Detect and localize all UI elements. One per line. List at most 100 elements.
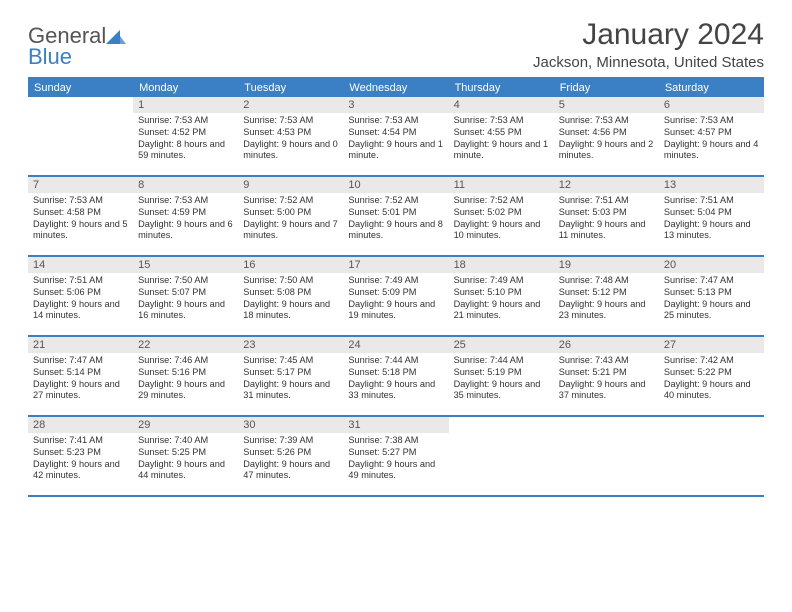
day-info: Sunrise: 7:52 AMSunset: 5:00 PMDaylight:… bbox=[238, 193, 343, 246]
sunrise-text: Sunrise: 7:53 AM bbox=[664, 115, 759, 127]
sunrise-text: Sunrise: 7:53 AM bbox=[243, 115, 338, 127]
day-info: Sunrise: 7:52 AMSunset: 5:02 PMDaylight:… bbox=[449, 193, 554, 246]
daylight-text: Daylight: 9 hours and 44 minutes. bbox=[138, 459, 233, 483]
sunrise-text: Sunrise: 7:51 AM bbox=[33, 275, 128, 287]
day-number: 31 bbox=[343, 417, 448, 433]
sunset-text: Sunset: 4:52 PM bbox=[138, 127, 233, 139]
daylight-text: Daylight: 9 hours and 5 minutes. bbox=[33, 219, 128, 243]
title-block: January 2024 Jackson, Minnesota, United … bbox=[533, 18, 764, 71]
day-info: Sunrise: 7:53 AMSunset: 4:58 PMDaylight:… bbox=[28, 193, 133, 246]
sunset-text: Sunset: 5:01 PM bbox=[348, 207, 443, 219]
sunset-text: Sunset: 5:12 PM bbox=[559, 287, 654, 299]
daylight-text: Daylight: 9 hours and 40 minutes. bbox=[664, 379, 759, 403]
dayhead-sun: Sunday bbox=[28, 79, 133, 97]
sunset-text: Sunset: 5:17 PM bbox=[243, 367, 338, 379]
sunrise-text: Sunrise: 7:53 AM bbox=[454, 115, 549, 127]
day-number bbox=[554, 417, 659, 419]
daylight-text: Daylight: 9 hours and 37 minutes. bbox=[559, 379, 654, 403]
day-cell: 14Sunrise: 7:51 AMSunset: 5:06 PMDayligh… bbox=[28, 257, 133, 335]
day-cell bbox=[659, 417, 764, 495]
header: General Blue January 2024 Jackson, Minne… bbox=[28, 18, 764, 71]
day-number: 17 bbox=[343, 257, 448, 273]
day-cell: 6Sunrise: 7:53 AMSunset: 4:57 PMDaylight… bbox=[659, 97, 764, 175]
sunset-text: Sunset: 5:14 PM bbox=[33, 367, 128, 379]
day-info: Sunrise: 7:49 AMSunset: 5:10 PMDaylight:… bbox=[449, 273, 554, 326]
day-info: Sunrise: 7:53 AMSunset: 4:59 PMDaylight:… bbox=[133, 193, 238, 246]
day-info: Sunrise: 7:53 AMSunset: 4:57 PMDaylight:… bbox=[659, 113, 764, 166]
day-info: Sunrise: 7:50 AMSunset: 5:08 PMDaylight:… bbox=[238, 273, 343, 326]
day-info: Sunrise: 7:49 AMSunset: 5:09 PMDaylight:… bbox=[343, 273, 448, 326]
sunrise-text: Sunrise: 7:45 AM bbox=[243, 355, 338, 367]
sunset-text: Sunset: 4:56 PM bbox=[559, 127, 654, 139]
day-info: Sunrise: 7:47 AMSunset: 5:13 PMDaylight:… bbox=[659, 273, 764, 326]
sunset-text: Sunset: 5:10 PM bbox=[454, 287, 549, 299]
day-cell: 2Sunrise: 7:53 AMSunset: 4:53 PMDaylight… bbox=[238, 97, 343, 175]
daylight-text: Daylight: 9 hours and 16 minutes. bbox=[138, 299, 233, 323]
day-cell: 4Sunrise: 7:53 AMSunset: 4:55 PMDaylight… bbox=[449, 97, 554, 175]
sunrise-text: Sunrise: 7:46 AM bbox=[138, 355, 233, 367]
sunrise-text: Sunrise: 7:48 AM bbox=[559, 275, 654, 287]
day-cell: 10Sunrise: 7:52 AMSunset: 5:01 PMDayligh… bbox=[343, 177, 448, 255]
sunrise-text: Sunrise: 7:52 AM bbox=[348, 195, 443, 207]
day-cell: 24Sunrise: 7:44 AMSunset: 5:18 PMDayligh… bbox=[343, 337, 448, 415]
daylight-text: Daylight: 9 hours and 23 minutes. bbox=[559, 299, 654, 323]
sunset-text: Sunset: 4:58 PM bbox=[33, 207, 128, 219]
day-cell: 25Sunrise: 7:44 AMSunset: 5:19 PMDayligh… bbox=[449, 337, 554, 415]
dayhead-wed: Wednesday bbox=[343, 79, 448, 97]
daylight-text: Daylight: 9 hours and 29 minutes. bbox=[138, 379, 233, 403]
day-number bbox=[28, 97, 133, 99]
day-cell: 7Sunrise: 7:53 AMSunset: 4:58 PMDaylight… bbox=[28, 177, 133, 255]
day-number: 10 bbox=[343, 177, 448, 193]
day-cell: 29Sunrise: 7:40 AMSunset: 5:25 PMDayligh… bbox=[133, 417, 238, 495]
sunrise-text: Sunrise: 7:52 AM bbox=[243, 195, 338, 207]
sunset-text: Sunset: 5:00 PM bbox=[243, 207, 338, 219]
day-info: Sunrise: 7:53 AMSunset: 4:52 PMDaylight:… bbox=[133, 113, 238, 166]
day-number: 11 bbox=[449, 177, 554, 193]
day-cell: 13Sunrise: 7:51 AMSunset: 5:04 PMDayligh… bbox=[659, 177, 764, 255]
dayhead-thu: Thursday bbox=[449, 79, 554, 97]
day-number: 5 bbox=[554, 97, 659, 113]
daylight-text: Daylight: 9 hours and 0 minutes. bbox=[243, 139, 338, 163]
sunrise-text: Sunrise: 7:53 AM bbox=[33, 195, 128, 207]
day-cell: 19Sunrise: 7:48 AMSunset: 5:12 PMDayligh… bbox=[554, 257, 659, 335]
sunset-text: Sunset: 5:03 PM bbox=[559, 207, 654, 219]
day-info: Sunrise: 7:53 AMSunset: 4:55 PMDaylight:… bbox=[449, 113, 554, 166]
day-cell: 28Sunrise: 7:41 AMSunset: 5:23 PMDayligh… bbox=[28, 417, 133, 495]
week-row: 28Sunrise: 7:41 AMSunset: 5:23 PMDayligh… bbox=[28, 417, 764, 497]
day-cell: 21Sunrise: 7:47 AMSunset: 5:14 PMDayligh… bbox=[28, 337, 133, 415]
day-cell bbox=[28, 97, 133, 175]
day-cell: 15Sunrise: 7:50 AMSunset: 5:07 PMDayligh… bbox=[133, 257, 238, 335]
month-title: January 2024 bbox=[533, 18, 764, 52]
day-cell: 26Sunrise: 7:43 AMSunset: 5:21 PMDayligh… bbox=[554, 337, 659, 415]
sunrise-text: Sunrise: 7:47 AM bbox=[33, 355, 128, 367]
day-number: 1 bbox=[133, 97, 238, 113]
daylight-text: Daylight: 9 hours and 11 minutes. bbox=[559, 219, 654, 243]
daylight-text: Daylight: 9 hours and 19 minutes. bbox=[348, 299, 443, 323]
daylight-text: Daylight: 9 hours and 1 minute. bbox=[348, 139, 443, 163]
day-info: Sunrise: 7:53 AMSunset: 4:56 PMDaylight:… bbox=[554, 113, 659, 166]
day-info: Sunrise: 7:39 AMSunset: 5:26 PMDaylight:… bbox=[238, 433, 343, 486]
calendar-page: General Blue January 2024 Jackson, Minne… bbox=[0, 0, 792, 507]
sunset-text: Sunset: 5:08 PM bbox=[243, 287, 338, 299]
sunrise-text: Sunrise: 7:44 AM bbox=[348, 355, 443, 367]
week-row: 1Sunrise: 7:53 AMSunset: 4:52 PMDaylight… bbox=[28, 97, 764, 177]
sunset-text: Sunset: 5:27 PM bbox=[348, 447, 443, 459]
sunrise-text: Sunrise: 7:53 AM bbox=[348, 115, 443, 127]
day-number: 12 bbox=[554, 177, 659, 193]
weeks-container: 1Sunrise: 7:53 AMSunset: 4:52 PMDaylight… bbox=[28, 97, 764, 497]
day-cell: 22Sunrise: 7:46 AMSunset: 5:16 PMDayligh… bbox=[133, 337, 238, 415]
day-number: 29 bbox=[133, 417, 238, 433]
day-number: 8 bbox=[133, 177, 238, 193]
day-info: Sunrise: 7:51 AMSunset: 5:03 PMDaylight:… bbox=[554, 193, 659, 246]
day-number: 30 bbox=[238, 417, 343, 433]
day-info: Sunrise: 7:38 AMSunset: 5:27 PMDaylight:… bbox=[343, 433, 448, 486]
dayhead-fri: Friday bbox=[554, 79, 659, 97]
sunrise-text: Sunrise: 7:52 AM bbox=[454, 195, 549, 207]
day-cell: 30Sunrise: 7:39 AMSunset: 5:26 PMDayligh… bbox=[238, 417, 343, 495]
sunset-text: Sunset: 4:53 PM bbox=[243, 127, 338, 139]
day-cell: 20Sunrise: 7:47 AMSunset: 5:13 PMDayligh… bbox=[659, 257, 764, 335]
day-cell: 18Sunrise: 7:49 AMSunset: 5:10 PMDayligh… bbox=[449, 257, 554, 335]
sunset-text: Sunset: 5:23 PM bbox=[33, 447, 128, 459]
day-info: Sunrise: 7:50 AMSunset: 5:07 PMDaylight:… bbox=[133, 273, 238, 326]
sunset-text: Sunset: 5:25 PM bbox=[138, 447, 233, 459]
